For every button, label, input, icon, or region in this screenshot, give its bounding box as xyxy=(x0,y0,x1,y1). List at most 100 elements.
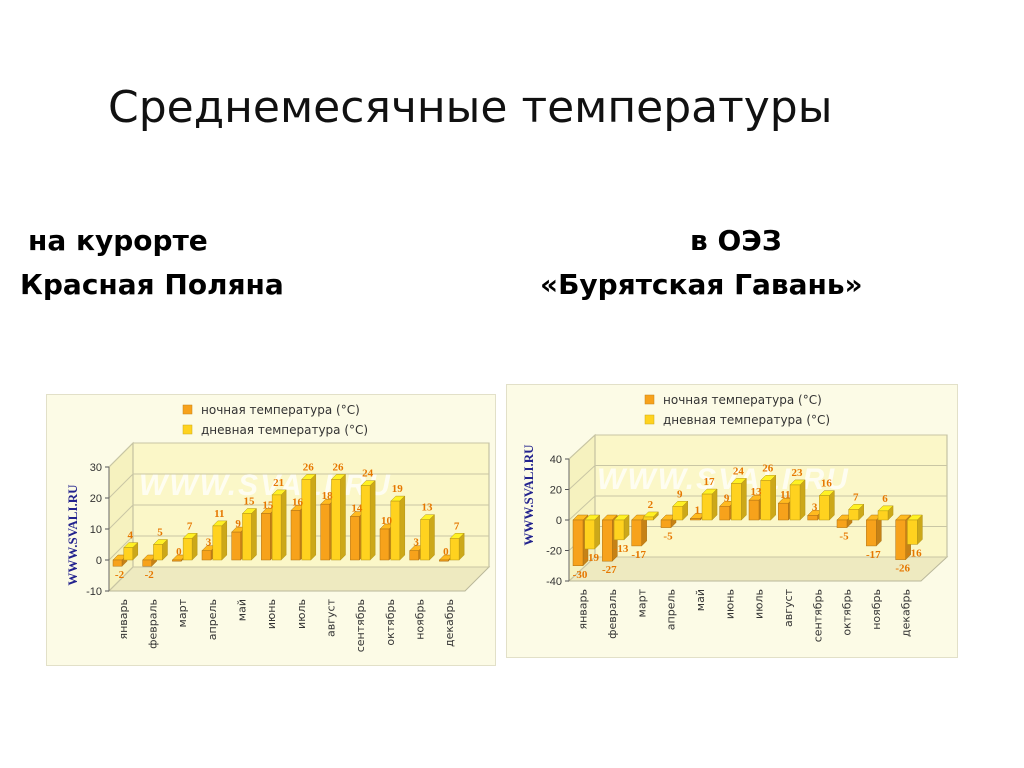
bar-day xyxy=(449,532,465,561)
bar-side xyxy=(251,507,257,561)
data-label-night: 0 xyxy=(443,546,449,558)
bar-side xyxy=(399,495,406,561)
y-tick-label: 0 xyxy=(556,515,562,527)
bar-front xyxy=(390,500,401,561)
data-label-day: 2 xyxy=(648,499,654,511)
category-label: март xyxy=(176,598,189,627)
bar-day xyxy=(730,477,747,521)
y-tick-label: -20 xyxy=(546,546,562,558)
legend-swatch-day xyxy=(182,424,193,435)
data-label-night: -30 xyxy=(573,569,588,581)
bar-front xyxy=(123,547,134,561)
bar-front xyxy=(350,516,360,561)
category-label: сентябрь xyxy=(354,599,367,652)
category-label: июнь xyxy=(723,589,736,619)
bar-front xyxy=(449,538,460,561)
bar-day xyxy=(701,488,718,521)
chart-svg: -100102030WWW.SVALI.RUWWW.SVALI.RUночная… xyxy=(65,403,491,652)
legend-swatch-night xyxy=(644,394,655,405)
data-label-night: 3 xyxy=(812,501,818,513)
chart-krasnaya-polyana: -10 0 10 20 30 WWW.SVALI.RU WWW.SVALI.RU ночная… xyxy=(46,394,496,666)
legend-label: дневная температура (°C) xyxy=(663,413,830,427)
category-label: октябрь xyxy=(841,589,854,636)
data-label-night: 0 xyxy=(176,546,182,558)
data-label-day: 24 xyxy=(362,468,374,480)
category-label: сентябрь xyxy=(811,589,824,642)
bar-side xyxy=(770,474,776,521)
category-label: февраль xyxy=(606,589,619,639)
gridline xyxy=(568,556,947,582)
data-label-night: 13 xyxy=(751,486,763,498)
bar-front xyxy=(748,499,760,521)
bar-front xyxy=(112,559,123,567)
data-label-day: 21 xyxy=(273,477,284,489)
data-label-day: 9 xyxy=(677,488,683,500)
left-caption-line1: на курорте xyxy=(28,224,208,257)
bar-front xyxy=(420,519,430,561)
data-label-night: -2 xyxy=(145,569,155,581)
bar-front xyxy=(660,519,672,528)
bar-front xyxy=(877,510,889,521)
bar-day xyxy=(123,541,139,561)
bar-day xyxy=(182,532,198,561)
y-tick-label: -10 xyxy=(86,586,102,598)
category-label: декабрь xyxy=(899,589,912,637)
data-label-night: -26 xyxy=(895,563,910,575)
category-label: ноябрь xyxy=(870,589,883,630)
bar-side xyxy=(369,479,376,561)
data-label-day: -16 xyxy=(907,547,922,559)
y-tick-label: 0 xyxy=(96,555,102,567)
data-label-night: 16 xyxy=(292,496,304,508)
bar-front xyxy=(584,519,595,550)
bar-front xyxy=(212,525,223,561)
bar-day xyxy=(330,473,347,561)
bar-day xyxy=(906,514,923,546)
gridline xyxy=(108,473,489,499)
data-label-day: 26 xyxy=(332,461,344,473)
category-label: май xyxy=(236,599,249,621)
bar-night xyxy=(660,514,677,529)
gridline xyxy=(108,566,489,592)
bar-front xyxy=(409,550,419,561)
category-label: август xyxy=(325,598,338,637)
data-label-night: 3 xyxy=(413,537,419,549)
chart-svg: -40 -20 0 20 40 WWW.SVALI.RU WWW.SVALI.RU ночна… xyxy=(521,393,949,642)
bar-front xyxy=(819,495,830,521)
chart-buryatskaya-gavan: -40 -20 0 20 40 WWW.SVALI.RU WWW.SVALI.RU ночна… xyxy=(506,384,958,658)
data-label-day: 13 xyxy=(421,502,433,514)
watermark-text: WWW.SVALI.RU xyxy=(597,463,850,496)
data-label-night: 3 xyxy=(206,537,212,549)
data-label-night: 11 xyxy=(780,489,790,501)
data-label-day: 4 xyxy=(128,530,134,542)
category-label: март xyxy=(635,588,648,617)
bar-front xyxy=(242,513,252,561)
bar-side xyxy=(917,514,923,546)
bar-side xyxy=(799,479,806,521)
y-tick-label: 20 xyxy=(90,493,102,505)
data-label-night: 18 xyxy=(322,490,334,502)
category-label: январь xyxy=(117,599,130,640)
data-label-night: 9 xyxy=(724,492,730,504)
bar-day xyxy=(789,479,806,521)
bar-day xyxy=(818,489,835,521)
bar-front xyxy=(613,519,625,541)
legend-swatch-day xyxy=(644,414,655,425)
data-label-night: -17 xyxy=(631,549,646,561)
bar-side xyxy=(741,477,747,521)
site-label: WWW.SVALI.RU xyxy=(65,484,80,586)
bar-day xyxy=(390,495,406,561)
bar-side xyxy=(310,473,317,561)
bar-day xyxy=(760,474,777,521)
bar-side xyxy=(221,520,228,561)
bar-day xyxy=(301,473,317,561)
bar-day xyxy=(212,520,228,561)
category-label: ноябрь xyxy=(414,599,427,640)
bar-front xyxy=(572,519,584,566)
bar-front xyxy=(439,559,449,562)
category-label: май xyxy=(694,589,707,611)
bar-front xyxy=(182,538,193,561)
category-label: июль xyxy=(753,589,766,619)
legend-label: дневная температура (°C) xyxy=(201,423,368,437)
bar-front xyxy=(153,544,163,561)
data-label-day: -13 xyxy=(614,543,629,555)
